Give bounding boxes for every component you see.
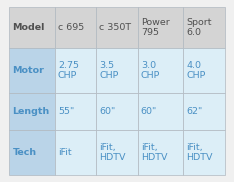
Text: 2.75
CHP: 2.75 CHP (58, 61, 79, 80)
Bar (55, 48, 96, 93)
Bar (138, 7, 183, 48)
Bar (55, 93, 96, 130)
Bar (55, 7, 96, 48)
Bar (183, 130, 225, 175)
Text: iFit,
HDTV: iFit, HDTV (99, 143, 126, 162)
Text: 4.0
CHP: 4.0 CHP (186, 61, 206, 80)
Text: Length: Length (13, 107, 50, 116)
Bar (55, 130, 96, 175)
Text: Motor: Motor (13, 66, 44, 75)
Text: iFit: iFit (58, 148, 72, 157)
Bar (183, 93, 225, 130)
Bar (183, 48, 225, 93)
Bar (96, 7, 138, 48)
Bar (9, 48, 55, 93)
Bar (138, 48, 183, 93)
Text: c 695: c 695 (58, 23, 84, 32)
Text: 60": 60" (99, 107, 116, 116)
Bar (138, 130, 183, 175)
Text: 60": 60" (141, 107, 157, 116)
Text: Power
795: Power 795 (141, 18, 170, 37)
Text: 3.0
CHP: 3.0 CHP (141, 61, 160, 80)
Bar (138, 93, 183, 130)
Bar (183, 7, 225, 48)
Text: c 350T: c 350T (99, 23, 131, 32)
Bar (96, 130, 138, 175)
Text: Sport
6.0: Sport 6.0 (186, 18, 212, 37)
Text: 62": 62" (186, 107, 202, 116)
Text: iFit,
HDTV: iFit, HDTV (141, 143, 167, 162)
Text: Tech: Tech (13, 148, 37, 157)
Bar (96, 48, 138, 93)
Bar (96, 93, 138, 130)
Text: 3.5
CHP: 3.5 CHP (99, 61, 119, 80)
Bar (9, 130, 55, 175)
Text: 55": 55" (58, 107, 74, 116)
Bar (9, 93, 55, 130)
Bar (9, 7, 55, 48)
Text: iFit,
HDTV: iFit, HDTV (186, 143, 213, 162)
Text: Model: Model (13, 23, 45, 32)
